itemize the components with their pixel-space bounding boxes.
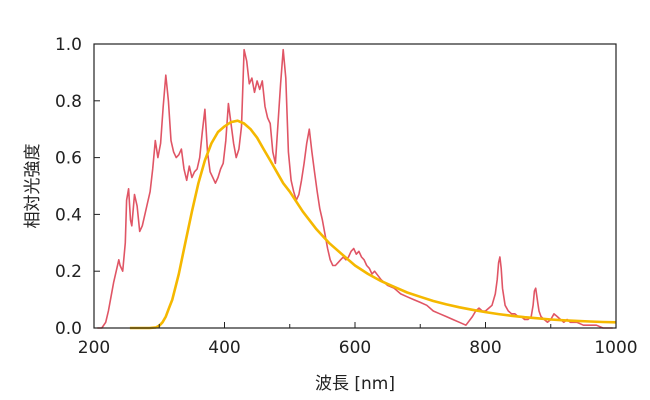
y-tick-label: 0.6 (55, 149, 82, 169)
plot-frame (93, 43, 617, 329)
y-axis-title: 相対光強度 (23, 144, 43, 229)
series-line-0 (97, 48, 613, 329)
y-tick-label: 0.8 (55, 92, 82, 112)
y-tick-label: 1.0 (55, 35, 82, 55)
x-tick-label: 200 (78, 338, 110, 358)
y-tick-label: 0.0 (55, 319, 82, 339)
series-line-1 (129, 119, 617, 330)
x-tick-label: 600 (339, 338, 371, 358)
plot-series (97, 48, 617, 330)
x-axis-title: 波長 [nm] (315, 374, 395, 394)
x-tick-label: 400 (208, 338, 240, 358)
y-tick-label: 0.2 (55, 262, 82, 282)
x-tick-label: 1000 (594, 338, 637, 358)
y-axis-ticks: 0.0 0.2 0.4 0.6 0.8 1.0 (55, 35, 100, 339)
x-tick-label: 800 (469, 338, 501, 358)
y-tick-label: 0.4 (55, 205, 82, 225)
x-axis-ticks: 200 400 600 800 1000 (78, 322, 638, 358)
